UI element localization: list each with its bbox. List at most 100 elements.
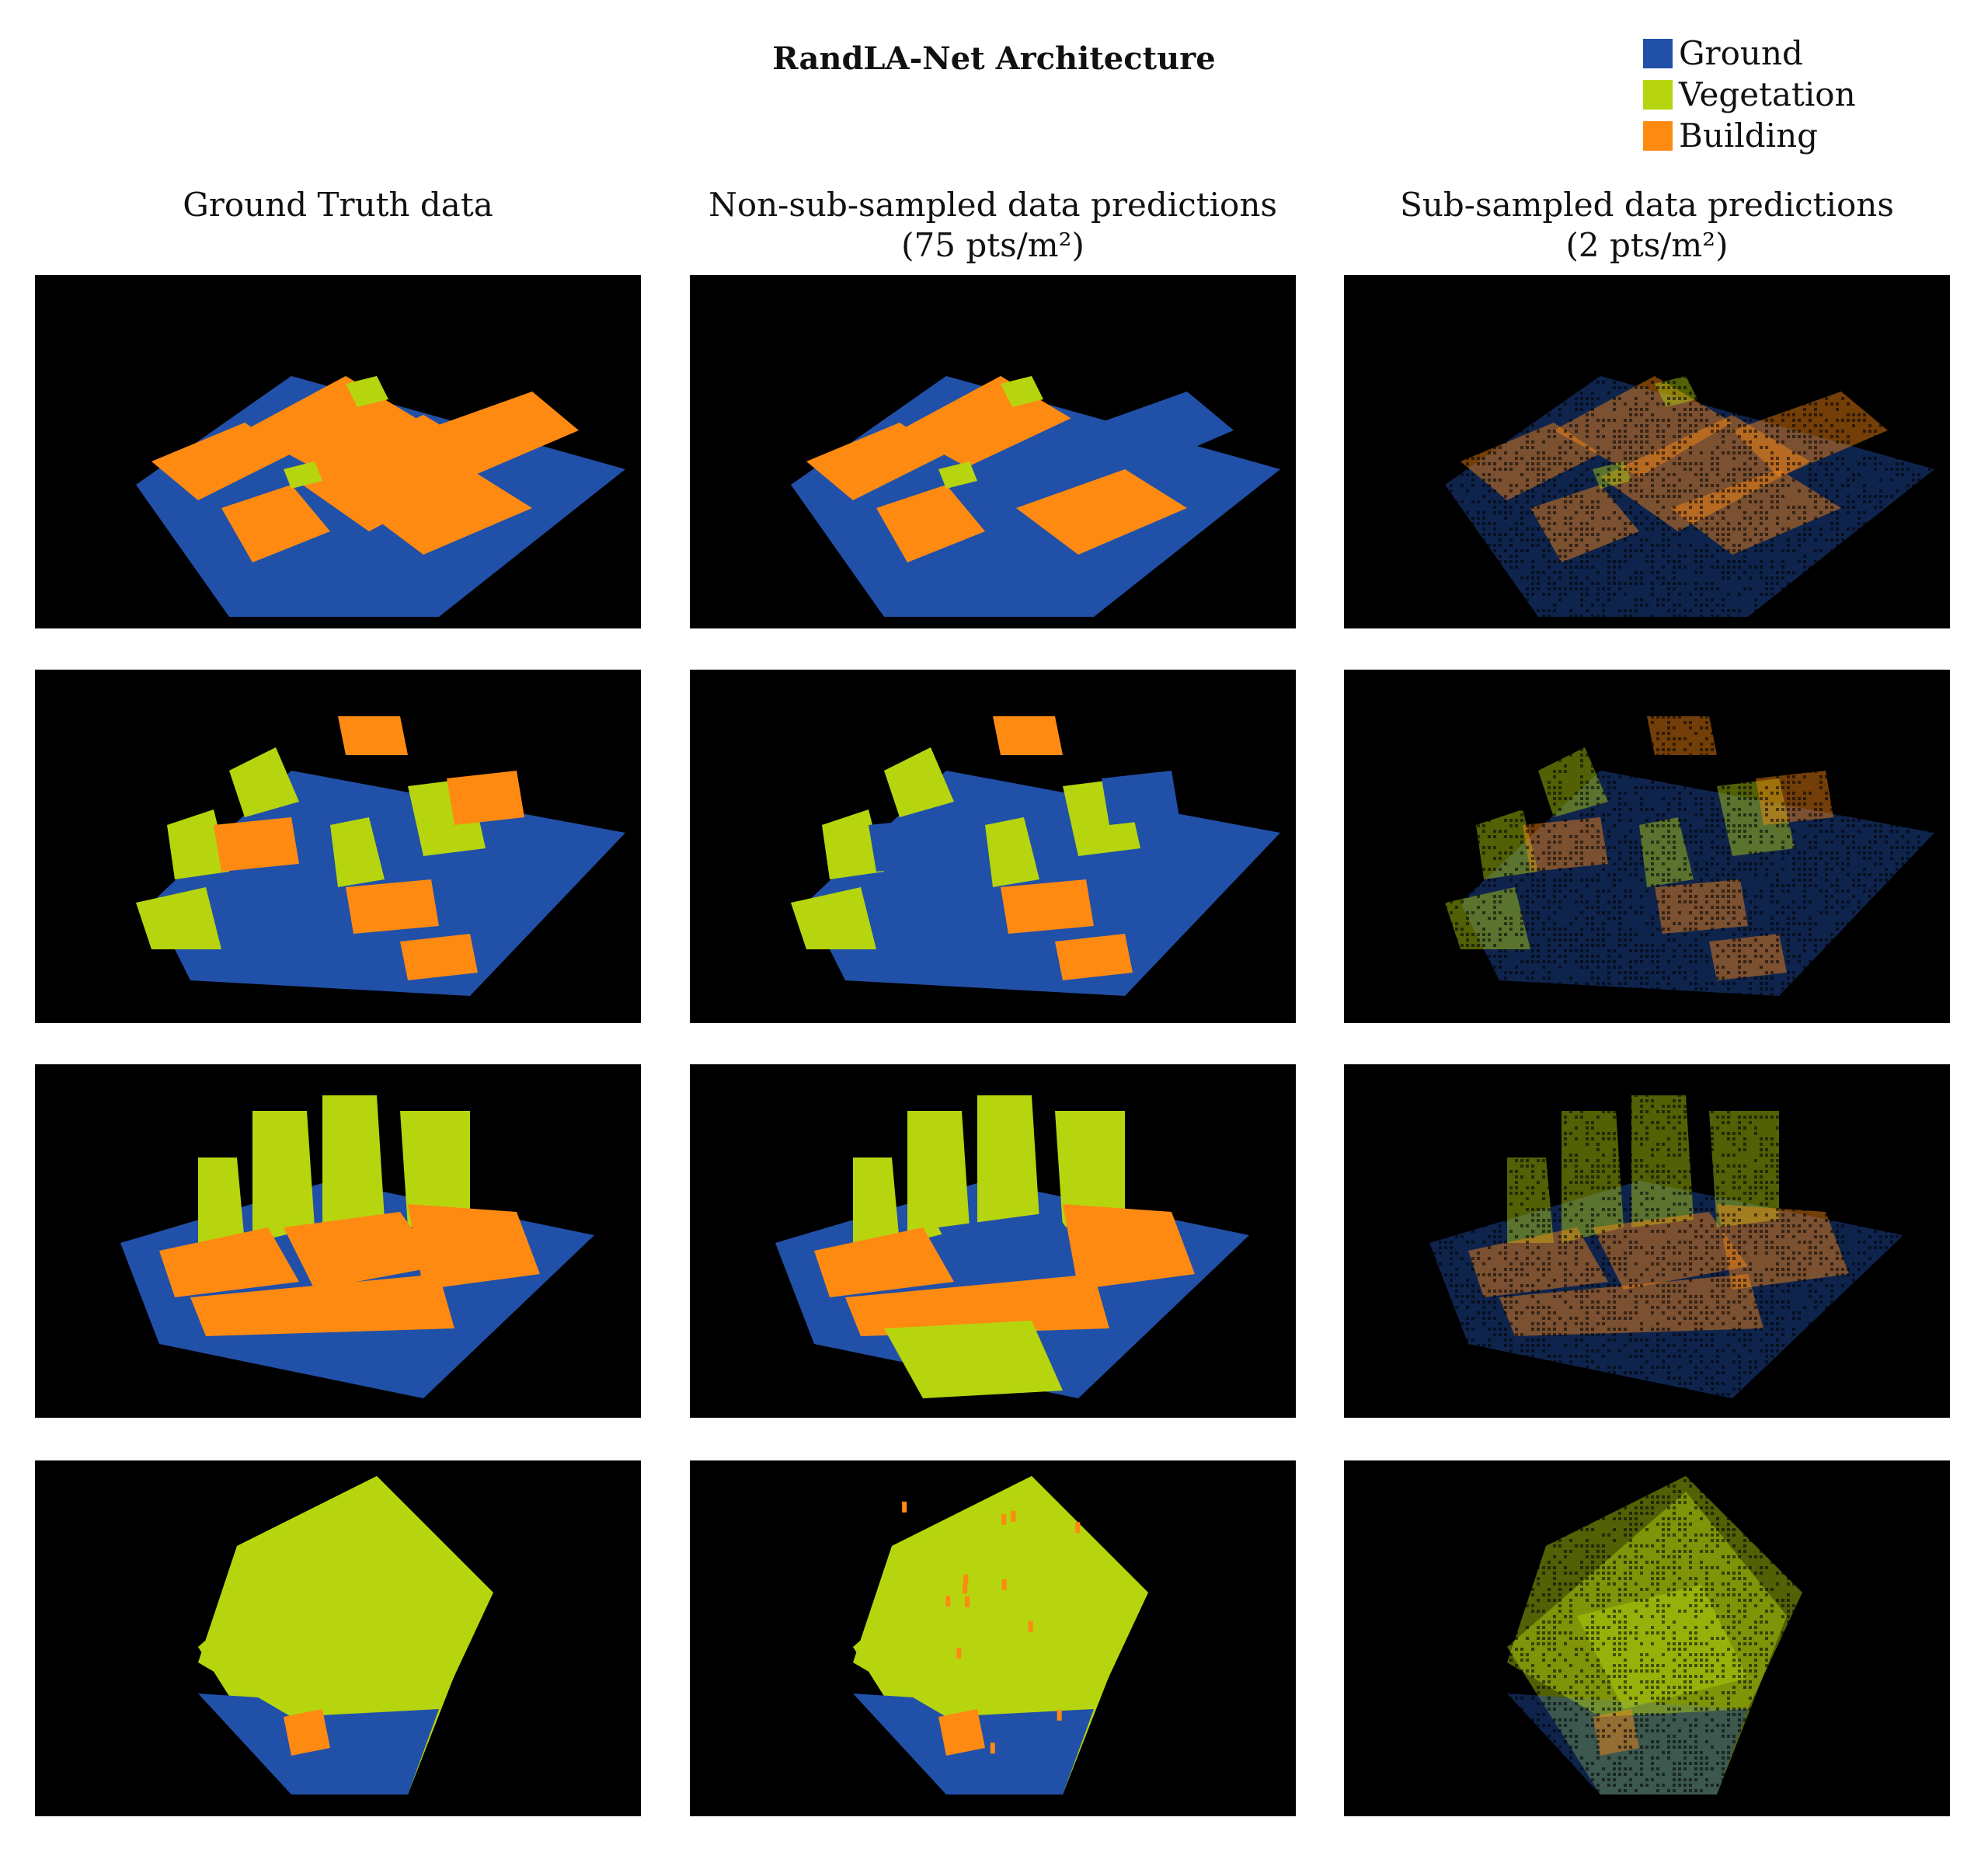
point-cloud-render: [120, 1095, 594, 1398]
vegetation-points: [884, 1321, 1063, 1398]
building-points: [1001, 1513, 1007, 1525]
point-cloud-render: [136, 376, 625, 617]
building-points: [1468, 1227, 1608, 1297]
sparse-sampling-overlay: [1352, 283, 1948, 628]
building-points: [1011, 1510, 1016, 1522]
vegetation-points: [1476, 809, 1538, 879]
vegetation-points: [167, 809, 229, 879]
vegetation-points: [1001, 376, 1043, 407]
building-points: [965, 1596, 970, 1607]
point-cloud-panel-urban-dense-sub-sampled: [1344, 275, 1950, 628]
building-points: [1057, 1709, 1062, 1721]
vegetation-points: [252, 1111, 315, 1243]
point-cloud-panel-urban-dense-non-sub-sampled: [690, 275, 1296, 628]
point-cloud-panel-forest-ground-truth: [35, 1460, 641, 1816]
vegetation-swatch: [1643, 79, 1673, 110]
building-points: [408, 1204, 540, 1290]
building-points: [284, 1212, 439, 1290]
point-cloud-render: [775, 1095, 1249, 1398]
building-points: [806, 423, 946, 500]
vegetation-points: [322, 1095, 385, 1227]
point-cloud-render: [791, 376, 1280, 617]
vegetation-points: [268, 1585, 439, 1709]
figure-title: RandLA-Net Architecture: [772, 40, 1216, 77]
point-cloud-panel-hillside-sub-sampled: [1344, 1064, 1950, 1418]
point-cloud-panel-forest-non-sub-sampled: [690, 1460, 1296, 1816]
point-cloud-render: [198, 1476, 493, 1795]
point-cloud-render: [853, 1476, 1148, 1795]
point-cloud-render: [1352, 1468, 1948, 1814]
building-points: [956, 1647, 962, 1659]
vegetation-points: [1507, 1158, 1554, 1243]
ground-swatch: [1643, 38, 1673, 68]
building-points: [814, 1227, 954, 1297]
building-points: [990, 1742, 995, 1754]
point-cloud-panel-suburban-non-sub-sampled: [690, 670, 1296, 1023]
ground-points: [1078, 392, 1234, 477]
sparse-sampling-overlay: [1352, 1468, 1948, 1814]
building-points: [400, 934, 478, 980]
vegetation-points: [985, 817, 1039, 887]
column-heading-line1: Sub-sampled data predictions: [1400, 186, 1894, 224]
building-points: [1075, 1522, 1081, 1533]
vegetation-points: [198, 1158, 245, 1243]
building-points: [1001, 1579, 1007, 1590]
point-cloud-panel-suburban-ground-truth: [35, 670, 641, 1023]
building-points: [1028, 1620, 1033, 1632]
legend-label-vegetation: Vegetation: [1679, 75, 1856, 113]
building-points: [361, 469, 532, 555]
ground-points: [1102, 771, 1179, 825]
building-points: [1001, 879, 1094, 934]
legend-item-building: Building: [1643, 115, 1856, 156]
building-points: [902, 1501, 907, 1513]
building-points: [1499, 1274, 1763, 1336]
building-points: [346, 879, 439, 934]
vegetation-points: [136, 887, 221, 949]
vegetation-points: [346, 376, 388, 407]
building-points: [1709, 934, 1787, 980]
legend-label-ground: Ground: [1679, 34, 1803, 72]
column-heading-line2: (75 pts/m²): [901, 226, 1085, 264]
ground-points: [938, 1212, 1094, 1290]
sparse-sampling-overlay: [1352, 1072, 1948, 1418]
sparse-sampling-overlay: [1352, 677, 1948, 1023]
vegetation-points: [330, 817, 385, 887]
legend-label-building: Building: [1679, 117, 1819, 155]
building-points: [945, 1596, 951, 1607]
column-heading-line1: Non-sub-sampled data predictions: [709, 186, 1277, 224]
vegetation-points: [938, 461, 977, 489]
building-points: [284, 1709, 330, 1756]
building-points: [190, 1274, 454, 1336]
building-points: [1016, 469, 1187, 555]
building-points: [159, 1227, 299, 1297]
vegetation-points: [229, 747, 299, 817]
vegetation-points: [1055, 1111, 1125, 1227]
vegetation-points: [1717, 778, 1795, 856]
vegetation-points: [977, 1095, 1039, 1227]
vegetation-points: [400, 1111, 470, 1227]
column-heading-line1: Ground Truth data: [183, 186, 493, 224]
vegetation-points: [1655, 376, 1697, 407]
point-cloud-render: [1352, 283, 1948, 628]
building-points: [963, 1582, 968, 1594]
building-points: [423, 392, 579, 477]
ground-points: [869, 817, 954, 872]
column-heading-sub-sampled: Sub-sampled data predictions (2 pts/m²): [1344, 185, 1950, 266]
vegetation-points: [884, 747, 954, 817]
vegetation-points: [923, 1585, 1094, 1709]
point-cloud-panel-forest-sub-sampled: [1344, 1460, 1950, 1816]
point-cloud-panel-hillside-ground-truth: [35, 1064, 641, 1418]
vegetation-points: [853, 1158, 900, 1243]
point-cloud-render: [136, 716, 625, 996]
point-cloud-panel-suburban-sub-sampled: [1344, 670, 1950, 1023]
vegetation-points: [284, 461, 322, 489]
building-points: [1732, 392, 1888, 477]
point-cloud-panel-urban-dense-ground-truth: [35, 275, 641, 628]
point-cloud-render: [791, 716, 1280, 996]
building-points: [221, 485, 330, 562]
point-cloud-render: [1352, 677, 1948, 1023]
building-points: [1530, 485, 1639, 562]
building-swatch: [1643, 120, 1673, 151]
building-points: [957, 1723, 963, 1735]
column-heading-ground-truth: Ground Truth data: [35, 185, 641, 225]
